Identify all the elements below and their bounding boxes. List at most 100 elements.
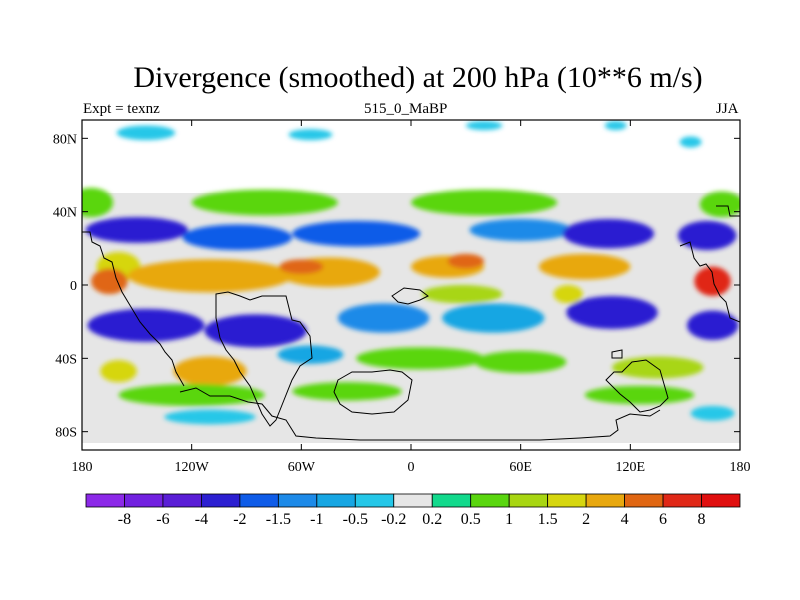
colorbar-label: 1 (505, 511, 513, 528)
subtitle-experiment: Expt = texnz (83, 101, 160, 117)
field-blob (100, 360, 137, 383)
x-tick-label: 180 (730, 460, 751, 475)
colorbar-swatch (431, 493, 472, 508)
colorbar-swatch (624, 493, 664, 508)
coast-antarctica (179, 387, 661, 441)
field-blob (686, 310, 739, 341)
field-blob (442, 303, 545, 333)
colorbar-swatch (85, 493, 125, 508)
field-blob (292, 382, 402, 401)
colorbar-label: 2 (582, 511, 590, 528)
colorbar-label: -1.5 (266, 511, 291, 528)
colorbar-label: 0.2 (422, 511, 442, 528)
coast-south-america (215, 291, 313, 427)
colorbar-swatch (470, 493, 510, 508)
chart-title: Divergence (smoothed) at 200 hPa (10**6 … (133, 61, 703, 94)
colorbar-swatch (547, 493, 587, 508)
field-blob (182, 224, 293, 251)
colorbar-label: -4 (195, 511, 208, 528)
field-blob (116, 125, 176, 141)
colorbar-swatch (701, 493, 741, 508)
field-blob (604, 120, 627, 131)
colorbar-label: -6 (156, 511, 169, 528)
field-blob (85, 217, 189, 243)
field-blob (562, 219, 655, 249)
colorbar-label: 4 (621, 511, 629, 528)
field-blob (447, 253, 485, 269)
colorbar-swatch (239, 493, 279, 508)
field-blob (82, 187, 114, 218)
colorbar-swatch (201, 493, 241, 508)
field-blob (474, 351, 567, 373)
subtitle-season: JJA (716, 101, 739, 117)
x-tick-label: 120E (616, 460, 646, 475)
y-tick-label: 80N (53, 132, 77, 147)
x-tick-label: 60E (509, 460, 532, 475)
colorbar-label: -0.2 (381, 511, 406, 528)
field-blob (292, 220, 421, 247)
field-blob (694, 266, 731, 297)
colorbar-label: -8 (118, 511, 131, 528)
colorbar-label: -1 (310, 511, 323, 528)
field-blob (679, 136, 702, 148)
field-blob (173, 356, 247, 386)
colorbar-swatch (508, 493, 549, 508)
x-tick-label: 180 (72, 460, 93, 475)
colorbar-swatch (662, 493, 702, 508)
field-blob (584, 385, 695, 405)
field-blob (421, 285, 503, 304)
field-blob (204, 314, 307, 348)
subtitle-case: 515_0_MaBP (364, 101, 448, 117)
coast-asia-east (679, 241, 740, 323)
x-tick-label: 60W (288, 460, 316, 475)
colorbar-label: -2 (233, 511, 246, 528)
coast-north-america (82, 231, 185, 387)
coast-australia (605, 359, 669, 413)
colorbar-swatch (124, 493, 164, 508)
colorbar-swatch (277, 493, 318, 508)
colorbar-swatch (162, 493, 202, 508)
x-tick-label: 120W (175, 460, 210, 475)
colorbar-label: 6 (659, 511, 667, 528)
y-tick-label: 40N (53, 206, 77, 221)
field-blob (690, 406, 735, 421)
field-blob (356, 347, 485, 370)
y-tick-label: 0 (70, 279, 77, 294)
colorbar-label: 0.5 (461, 511, 481, 528)
colorbar-swatch (316, 493, 356, 508)
field-blob (277, 345, 344, 364)
coastlines (82, 205, 740, 441)
field-blob (191, 189, 338, 216)
field-blob (612, 356, 704, 379)
y-tick-label: 80S (55, 426, 77, 441)
colorbar-swatch (585, 493, 625, 508)
field-blob (288, 129, 333, 141)
field-blob (469, 219, 572, 241)
field-blob (465, 120, 503, 131)
field-blob (127, 259, 293, 293)
field-blob (164, 409, 256, 425)
field-blob (538, 253, 631, 280)
colorbar-swatch (354, 493, 395, 508)
colorbar-label: -0.5 (343, 511, 368, 528)
coast-indonesia (611, 349, 623, 359)
field-blob (677, 220, 737, 251)
y-tick-label: 40S (55, 352, 77, 367)
field-blob (87, 308, 205, 342)
field-blob (279, 259, 324, 274)
coast-asia-north (716, 205, 740, 217)
field-blob (91, 268, 128, 295)
colorbar-swatch (393, 493, 433, 508)
colorbar-label: 8 (698, 511, 706, 528)
coast-africa (333, 369, 413, 415)
field-blob (411, 189, 558, 216)
field-blob (553, 285, 583, 304)
colorbar-label: 1.5 (538, 511, 558, 528)
x-tick-label: 0 (408, 460, 415, 475)
field-blob (337, 303, 430, 333)
field-blob (566, 296, 658, 329)
field-blob (118, 384, 265, 406)
coast-africa-west (391, 287, 429, 305)
field-blob (699, 191, 740, 218)
